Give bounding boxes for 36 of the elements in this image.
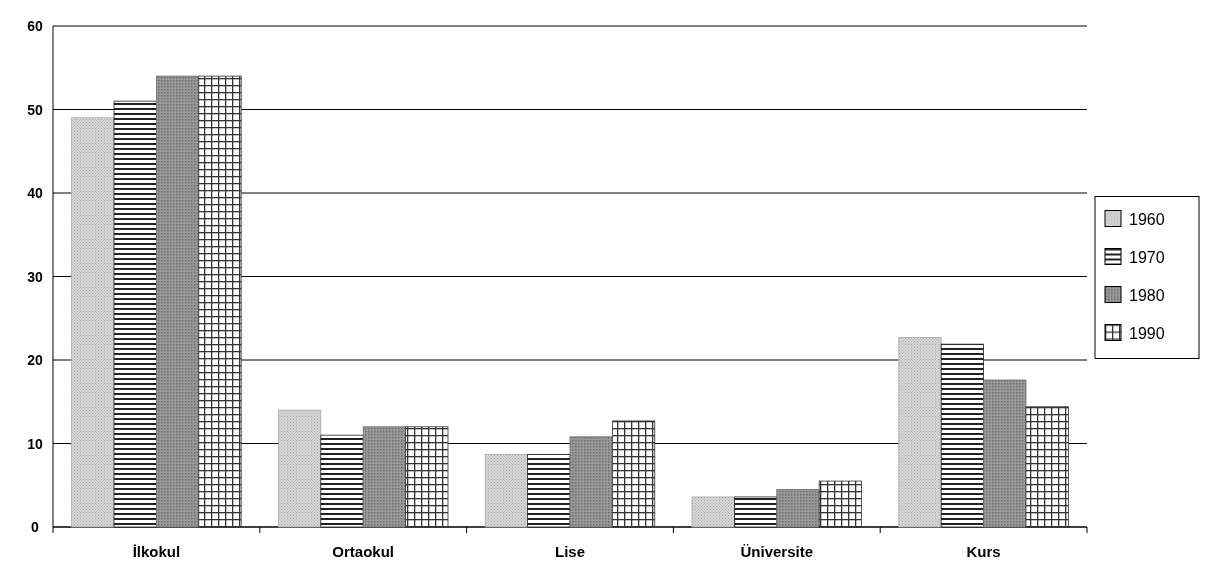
x-tick-label: Ortaokul: [332, 543, 395, 560]
y-tick-label: 50: [27, 101, 43, 118]
x-tick-label: Kurs: [966, 543, 1001, 560]
bar: [898, 337, 942, 528]
legend-label: 1980: [1129, 286, 1165, 304]
x-tick-label: Üniversite: [740, 543, 814, 560]
y-tick-label: 10: [27, 435, 43, 452]
bar: [156, 75, 200, 528]
bar: [527, 453, 571, 528]
bar: [362, 426, 406, 528]
bar: [691, 496, 735, 528]
bar: [278, 409, 322, 528]
bar: [611, 420, 656, 528]
bar: [198, 75, 242, 528]
y-tick-label: 60: [27, 18, 43, 34]
legend-label: 1970: [1129, 248, 1165, 266]
legend-label: 1990: [1129, 324, 1165, 342]
x-tick-label: İlkokul: [132, 543, 181, 560]
bar: [983, 379, 1027, 528]
bar: [320, 434, 364, 528]
bar: [71, 117, 115, 528]
bar: [776, 489, 820, 528]
bar: [940, 343, 984, 528]
bar: [113, 100, 157, 528]
bar: [1025, 406, 1069, 528]
bar: [734, 496, 778, 528]
bar: [484, 453, 529, 528]
bar: [818, 480, 862, 528]
y-tick-label: 20: [27, 352, 43, 368]
legend-label: 1960: [1129, 210, 1165, 228]
y-tick-label: 40: [27, 185, 43, 201]
bar: [405, 426, 449, 528]
bar: [569, 436, 613, 528]
x-tick-label: Lise: [554, 543, 586, 560]
y-tick-label: 0: [31, 519, 40, 535]
y-tick-label: 30: [27, 268, 43, 285]
